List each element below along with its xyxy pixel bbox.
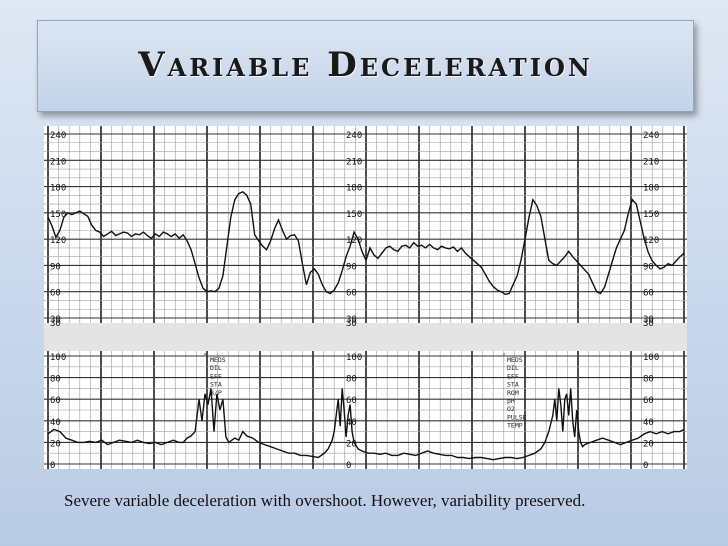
ctg-chart: 240 210 180 150 120 90 60 30 100 80 60 40 20 0 240 210 1… [44, 126, 687, 469]
fhr-tick-label: 60 [346, 289, 357, 299]
strip-gap-label: 30 [50, 319, 61, 329]
annotation-label: EFF [507, 372, 519, 380]
fhr-tick-label: 90 [346, 262, 357, 272]
fhr-tick-label: 180 [643, 184, 659, 194]
uc-tick-label: 0 [643, 461, 648, 469]
annotation-label: STA [507, 381, 519, 389]
strip-gap-label: 30 [346, 319, 357, 329]
fhr-tick-label: 30 [50, 315, 61, 325]
uc-tick-label: 100 [50, 353, 66, 363]
fhr-tick-label: 90 [643, 262, 654, 272]
strip-gap-label: 30 [643, 319, 654, 329]
uc-tick-label: 0 [346, 461, 351, 469]
fhr-tick-label: 210 [346, 157, 362, 167]
fhr-tick-label: 210 [643, 157, 659, 167]
annotation-label: EFF [210, 372, 222, 380]
fhr-tick-label: 180 [50, 184, 66, 194]
uc-tick-label: 20 [643, 439, 654, 449]
fhr-tick-label: 240 [50, 131, 66, 141]
fhr-tick-label: 60 [50, 289, 61, 299]
uc-tick-label: 100 [346, 353, 362, 363]
strip-gap-band [44, 323, 687, 351]
grid-lines [44, 126, 687, 469]
fhr-tick-label: 180 [346, 184, 362, 194]
annotation-label: B/P [210, 389, 222, 397]
fhr-tick-label: 120 [50, 236, 66, 246]
fhr-tick-label: 210 [50, 157, 66, 167]
annotation-label: TEMP [507, 422, 523, 430]
annotation-label: MEDS [210, 356, 226, 364]
annotation-label: O2 [507, 405, 515, 413]
fhr-tick-label: 150 [346, 210, 362, 220]
annotation-label: DIL [507, 364, 519, 372]
annotation-label: ROM [507, 389, 519, 397]
fhr-tick-label: 150 [643, 210, 659, 220]
uc-tick-label: 20 [50, 439, 61, 449]
uc-tick-label: 60 [50, 396, 61, 406]
annotation-label: STA [210, 381, 222, 389]
fhr-tick-label: 120 [346, 236, 362, 246]
fhr-tick-label: 120 [643, 236, 659, 246]
uc-tick-label: 20 [346, 439, 357, 449]
title-box: Variable Deceleration [37, 20, 694, 112]
uc-tick-label: 80 [643, 375, 654, 385]
uc-tick-label: 0 [50, 461, 55, 469]
fhr-tick-label: 60 [643, 289, 654, 299]
uc-tick-label: 100 [643, 353, 659, 363]
uc-tick-label: 40 [50, 418, 61, 428]
uc-tick-label: 60 [346, 396, 357, 406]
slide-caption: Severe variable deceleration with oversh… [64, 491, 586, 510]
slide-title: Variable Deceleration [138, 45, 593, 85]
fhr-trace [47, 190, 685, 296]
annotation-label: MEDS [507, 356, 523, 364]
uc-tick-label: 80 [50, 375, 61, 385]
fhr-tick-label: 90 [50, 262, 61, 272]
annotations: MEDSDILEFFSTAB/PMEDSDILEFFSTAROMpHO2PULS… [210, 356, 527, 430]
uc-tick-label: 40 [643, 418, 654, 428]
annotation-label: DIL [210, 364, 222, 372]
uc-tick-label: 80 [346, 375, 357, 385]
fhr-tick-label: 30 [643, 315, 654, 325]
fhr-tick-label: 150 [50, 210, 66, 220]
axis-ticks: 240 210 180 150 120 90 60 30 100 80 60 40 20 0 240 210 1… [50, 131, 659, 469]
fhr-tick-label: 240 [643, 131, 659, 141]
fhr-tick-label: 30 [346, 315, 357, 325]
annotation-label: PULSE [507, 413, 527, 421]
uc-tick-label: 60 [643, 396, 654, 406]
fhr-tick-label: 240 [346, 131, 362, 141]
annotation-label: pH [507, 397, 515, 405]
ctg-svg: 240 210 180 150 120 90 60 30 100 80 60 40 20 0 240 210 1… [44, 126, 687, 469]
uc-trace [47, 388, 685, 461]
